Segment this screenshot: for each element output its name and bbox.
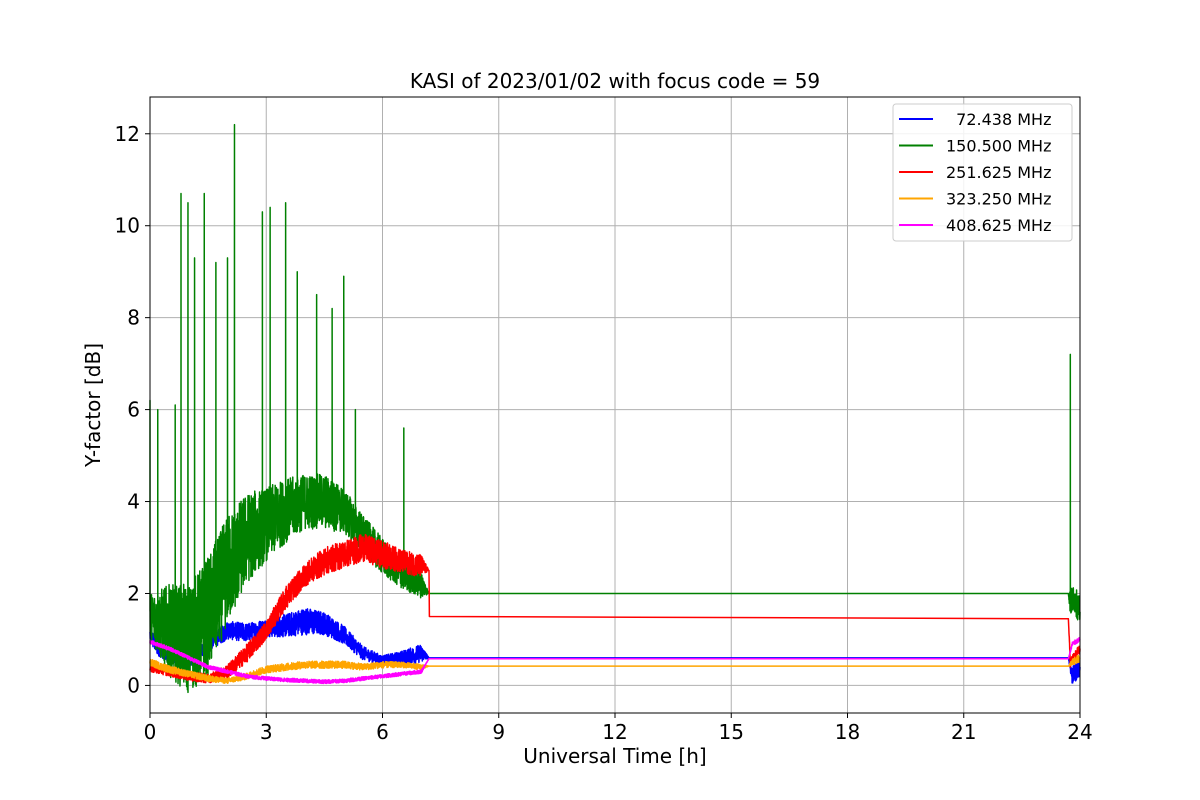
legend-box [892, 103, 1073, 242]
y-axis-label: Y-factor [dB] [81, 343, 105, 468]
x-tick-label: 15 [719, 720, 744, 744]
x-tick-label: 0 [144, 720, 157, 744]
series-line-4 [149, 636, 1081, 685]
series-line-3 [149, 654, 1081, 684]
legend-label: 408.625 MHz [946, 216, 1051, 235]
legend: 72.438 MHz 150.500 MHz 251.625 MHz 323.250 … [892, 103, 1073, 242]
legend-label: 72.438 MHz [946, 110, 1051, 129]
legend-label: 323.250 MHz [946, 190, 1051, 209]
y-tick-label: 12 [115, 122, 140, 146]
y-tick-label: 6 [127, 398, 140, 422]
x-axis-ticks: 0 3 6 9 12 15 18 21 24 [144, 713, 1093, 744]
x-tick-label: 6 [376, 720, 389, 744]
y-tick-label: 2 [127, 581, 140, 605]
chart-title: KASI of 2023/01/02 with focus code = 59 [410, 69, 820, 93]
series-layer [149, 123, 1081, 694]
x-tick-label: 9 [492, 720, 505, 744]
x-tick-label: 3 [260, 720, 273, 744]
x-tick-label: 21 [951, 720, 976, 744]
x-tick-label: 24 [1067, 720, 1092, 744]
x-axis-label: Universal Time [h] [523, 744, 706, 768]
legend-label: 251.625 MHz [946, 163, 1051, 182]
y-tick-label: 4 [127, 490, 140, 514]
legend-label: 150.500 MHz [946, 137, 1051, 156]
x-tick-label: 18 [835, 720, 860, 744]
y-axis-ticks: 0 2 4 6 8 10 12 [115, 122, 150, 697]
x-tick-label: 12 [602, 720, 627, 744]
series-line-1 [149, 123, 1081, 694]
y-tick-label: 10 [115, 214, 140, 238]
y-tick-label: 8 [127, 306, 140, 330]
y-tick-label: 0 [127, 673, 140, 697]
